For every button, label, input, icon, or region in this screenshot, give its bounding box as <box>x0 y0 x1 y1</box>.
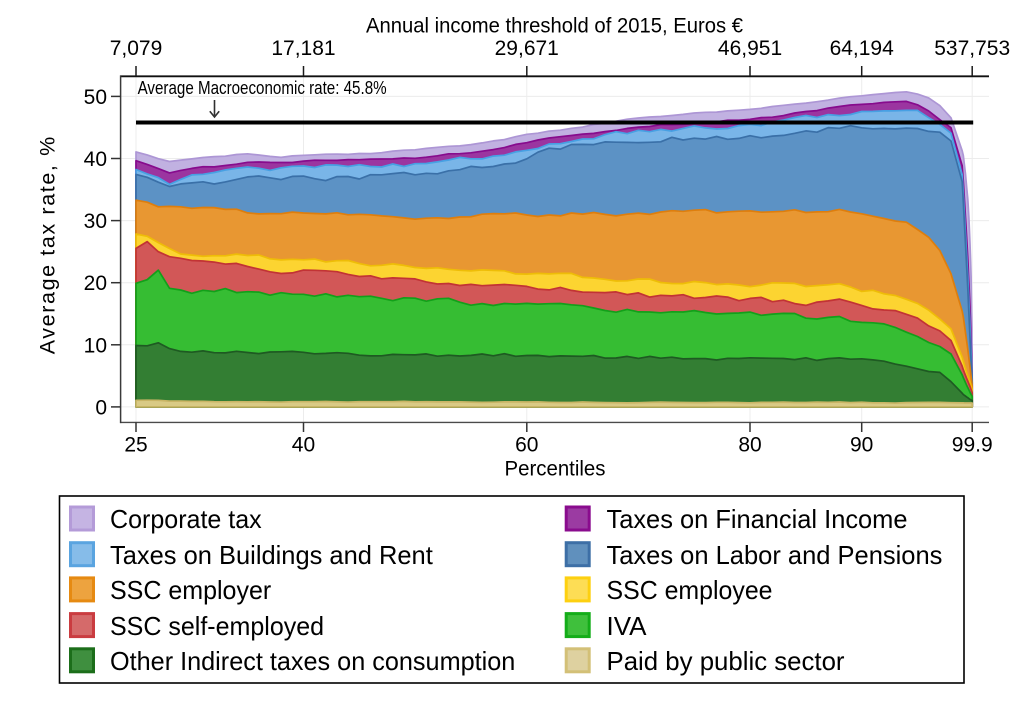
svg-text:46,951: 46,951 <box>718 37 782 60</box>
svg-text:Other Indirect taxes on consum: Other Indirect taxes on consumption <box>110 646 515 676</box>
svg-text:7,079: 7,079 <box>110 37 163 60</box>
svg-text:10: 10 <box>84 334 107 357</box>
svg-text:SSC self-employed: SSC self-employed <box>110 611 324 641</box>
svg-text:80: 80 <box>738 434 761 457</box>
svg-text:50: 50 <box>84 86 107 109</box>
svg-text:Corporate tax: Corporate tax <box>110 504 262 534</box>
svg-text:Taxes on Buildings and Rent: Taxes on Buildings and Rent <box>110 540 434 570</box>
svg-text:40: 40 <box>84 148 107 171</box>
svg-text:99.9: 99.9 <box>952 434 993 457</box>
svg-text:17,181: 17,181 <box>271 37 335 60</box>
svg-text:Average tax rate, %: Average tax rate, % <box>35 137 59 355</box>
svg-text:Paid by public sector: Paid by public sector <box>607 646 845 676</box>
svg-text:537,753: 537,753 <box>934 37 1010 60</box>
svg-text:30: 30 <box>84 210 107 233</box>
svg-text:IVA: IVA <box>607 611 648 641</box>
svg-text:90: 90 <box>850 434 873 457</box>
svg-text:20: 20 <box>84 272 107 295</box>
svg-text:SSC employee: SSC employee <box>607 575 773 605</box>
svg-text:64,194: 64,194 <box>830 37 895 60</box>
svg-text:29,671: 29,671 <box>495 37 559 60</box>
svg-text:60: 60 <box>515 434 538 457</box>
svg-text:25: 25 <box>124 434 147 457</box>
svg-text:Average Macroeconomic rate: 45: Average Macroeconomic rate: 45.8% <box>138 78 387 98</box>
svg-text:Annual income threshold of 201: Annual income threshold of 2015, Euros € <box>366 15 743 38</box>
svg-text:Percentiles: Percentiles <box>505 457 606 480</box>
svg-text:SSC employer: SSC employer <box>110 575 272 605</box>
svg-text:0: 0 <box>95 396 107 419</box>
svg-text:40: 40 <box>292 434 315 457</box>
svg-text:Taxes on Labor and Pensions: Taxes on Labor and Pensions <box>607 540 943 570</box>
svg-text:Taxes on Financial Income: Taxes on Financial Income <box>607 504 908 534</box>
